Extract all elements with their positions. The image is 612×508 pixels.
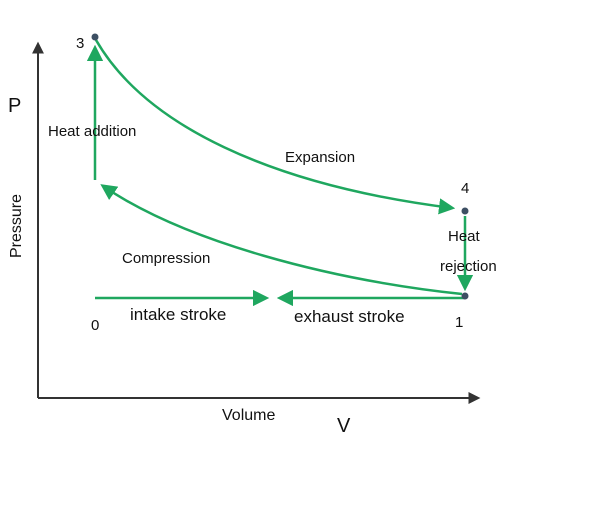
y-axis-letter: P (8, 95, 22, 117)
heat-rejection-label-line1: Heat (448, 228, 480, 245)
heat-addition-label: Heat addition (48, 123, 137, 140)
point-3-dot (91, 33, 99, 41)
intake-stroke-label: intake stroke (130, 305, 227, 324)
expansion-label: Expansion (285, 149, 356, 166)
point-1-dot (461, 292, 469, 300)
y-axis-label: Pressure (8, 193, 25, 258)
point-3-label: 3 (76, 35, 85, 52)
point-4-label: 4 (461, 180, 470, 197)
heat-rejection-label-line2: rejection (440, 258, 497, 275)
x-axis-letter: V (337, 415, 351, 437)
compression-label: Compression (122, 250, 211, 267)
point-1-label: 1 (455, 314, 464, 331)
exhaust-stroke-label: exhaust stroke (294, 307, 405, 326)
point-0-label: 0 (91, 317, 100, 334)
expansion-curve (94, 39, 456, 215)
point-4-dot (461, 207, 469, 215)
x-axis-label: Volume (222, 407, 276, 424)
compression-curve (100, 184, 463, 296)
